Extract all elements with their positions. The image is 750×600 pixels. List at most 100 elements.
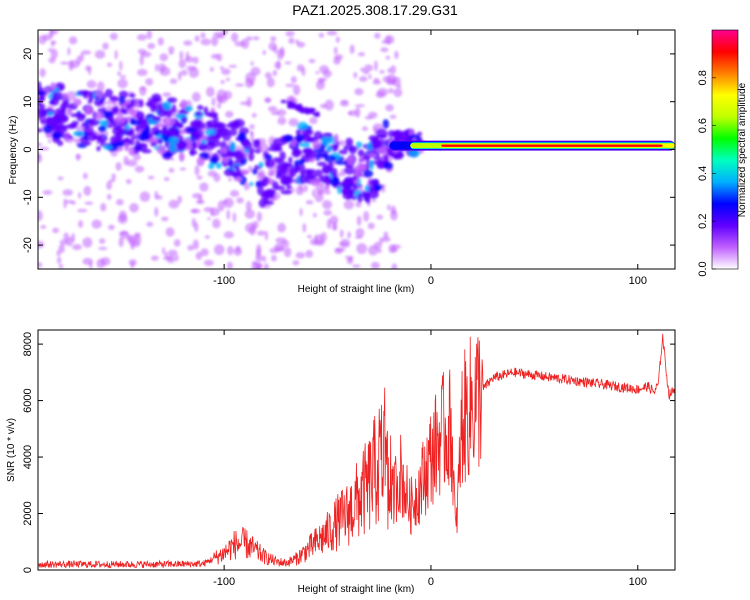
spectral-signal-blob bbox=[280, 175, 292, 185]
spectral-noise-blob bbox=[115, 161, 122, 171]
spectral-noise-blob bbox=[355, 107, 361, 118]
spectrogram-y-tick-label: 0 bbox=[22, 146, 34, 152]
spectral-signal-blob bbox=[162, 152, 173, 158]
spectral-signal-blob bbox=[369, 159, 374, 170]
spectral-signal-blob bbox=[392, 131, 403, 138]
spectral-signal-blob bbox=[227, 150, 235, 157]
spectral-noise-blob bbox=[363, 70, 370, 75]
spectral-noise-blob bbox=[268, 41, 277, 51]
spectral-signal-blob bbox=[299, 170, 305, 178]
spectral-noise-blob bbox=[339, 238, 351, 248]
spectral-signal-blob bbox=[38, 110, 43, 120]
spectral-signal-blob bbox=[130, 136, 135, 146]
spectral-noise-blob bbox=[397, 84, 402, 89]
spectral-signal-blob bbox=[154, 130, 160, 136]
spectral-signal-blob bbox=[175, 113, 181, 119]
spectral-noise-blob bbox=[386, 80, 396, 85]
spectrogram-x-tick-label: 0 bbox=[428, 275, 434, 287]
spectral-noise-blob bbox=[315, 71, 319, 75]
snr-x-tick-label: -100 bbox=[213, 576, 235, 588]
spectral-noise-blob bbox=[339, 229, 344, 238]
spectral-noise-blob bbox=[154, 206, 159, 217]
spectral-noise-blob bbox=[168, 51, 174, 55]
spectral-noise-blob bbox=[318, 32, 325, 38]
spectral-noise-blob bbox=[118, 210, 127, 221]
spectral-noise-blob bbox=[355, 201, 362, 208]
spectral-noise-blob bbox=[371, 198, 377, 203]
spectral-noise-blob bbox=[220, 80, 225, 85]
spectral-signal-blob bbox=[275, 159, 285, 164]
spectral-noise-blob bbox=[194, 165, 200, 176]
spectral-signal-blob bbox=[189, 148, 196, 157]
spectral-signal-blob bbox=[299, 142, 311, 148]
spectral-signal-blob bbox=[372, 151, 380, 160]
spectral-noise-blob bbox=[393, 88, 403, 98]
spectral-noise-blob bbox=[264, 230, 269, 241]
spectral-noise-blob bbox=[206, 86, 215, 98]
spectral-noise-blob bbox=[186, 65, 197, 71]
spectral-signal-blob bbox=[126, 103, 132, 110]
spectral-noise-blob bbox=[216, 89, 227, 101]
spectral-noise-blob bbox=[354, 88, 364, 96]
spectral-noise-blob bbox=[317, 77, 328, 82]
spectral-noise-blob bbox=[335, 36, 340, 43]
spectral-ridge-blob bbox=[280, 99, 287, 104]
spectral-signal-blob bbox=[64, 135, 70, 142]
colorbar-tick-label: 0.0 bbox=[697, 261, 709, 276]
spectral-signal-blob bbox=[145, 101, 153, 107]
spectral-signal-blob bbox=[163, 125, 168, 132]
spectral-signal-blob bbox=[197, 143, 208, 151]
spectral-signal-blob bbox=[237, 132, 247, 142]
spectral-signal-blob bbox=[162, 101, 172, 111]
spectral-noise-blob bbox=[100, 203, 107, 212]
spectral-signal-blob bbox=[190, 121, 195, 127]
spectral-noise-blob bbox=[84, 201, 94, 205]
snr-y-tick-label: 4000 bbox=[22, 445, 34, 469]
spectral-noise-blob bbox=[150, 255, 159, 261]
spectral-signal-blob bbox=[95, 111, 104, 120]
spectral-noise-blob bbox=[368, 245, 379, 256]
spectral-ridge-blob bbox=[286, 100, 294, 105]
spectral-noise-blob bbox=[270, 254, 277, 262]
spectral-noise-blob bbox=[347, 231, 352, 239]
spectral-signal-blob bbox=[334, 160, 347, 165]
spectral-noise-blob bbox=[266, 77, 275, 88]
spectral-signal-blob bbox=[338, 149, 348, 155]
spectral-noise-blob bbox=[185, 51, 190, 61]
spectral-noise-blob bbox=[301, 67, 306, 77]
spectral-noise-blob bbox=[137, 48, 147, 55]
spectral-noise-blob bbox=[380, 47, 389, 53]
spectral-signal-blob bbox=[87, 98, 93, 104]
spectral-noise-blob bbox=[313, 212, 317, 218]
spectral-signal-blob bbox=[368, 178, 380, 186]
spectral-noise-blob bbox=[165, 227, 175, 237]
spectral-noise-blob bbox=[228, 64, 238, 68]
spectral-noise-blob bbox=[38, 210, 43, 222]
colorbar-tick-label: 0.8 bbox=[697, 70, 709, 85]
spectral-noise-blob bbox=[187, 244, 194, 251]
spectrogram-x-tick-label: 100 bbox=[629, 275, 647, 287]
spectral-noise-blob bbox=[126, 179, 132, 185]
spectral-noise-blob bbox=[358, 76, 368, 82]
spectral-noise-blob bbox=[85, 65, 92, 72]
spectral-noise-blob bbox=[117, 78, 128, 89]
spectral-signal-blob bbox=[50, 125, 58, 133]
spectral-noise-blob bbox=[222, 200, 229, 204]
spectral-noise-blob bbox=[333, 221, 337, 230]
spectral-signal-blob bbox=[128, 93, 136, 98]
spectral-signal-blob bbox=[157, 138, 163, 145]
spectral-noise-blob bbox=[388, 88, 394, 94]
spectral-noise-blob bbox=[311, 189, 316, 198]
spectral-noise-blob bbox=[134, 165, 145, 173]
spectral-signal-blob bbox=[337, 185, 342, 195]
spectral-noise-blob bbox=[367, 222, 375, 230]
spectral-signal-blob bbox=[229, 141, 236, 152]
spectral-noise-blob bbox=[133, 153, 141, 161]
spectral-signal-blob bbox=[57, 140, 64, 147]
spectral-noise-blob bbox=[162, 92, 172, 97]
spectral-noise-blob bbox=[159, 53, 169, 62]
spectral-noise-blob bbox=[334, 247, 343, 254]
spectral-noise-blob bbox=[216, 53, 223, 62]
